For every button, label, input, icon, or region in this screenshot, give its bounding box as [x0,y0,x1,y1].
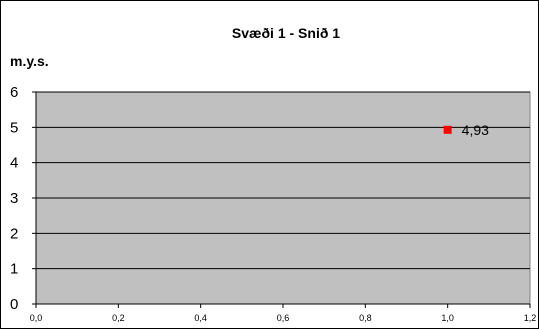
y-axis-label: m.y.s. [10,53,49,69]
y-tick-label-6: 6 [10,84,18,101]
x-tick-label-5: 1,0 [441,313,454,323]
x-tick-label-1: 0,2 [112,313,125,323]
x-tick-label-3: 0,6 [277,313,290,323]
y-tick-label-3: 3 [10,190,18,207]
x-tick-label-6: 1,2 [524,313,537,323]
x-tick-label-0: 0,0 [30,313,43,323]
x-tick-label-2: 0,4 [194,313,207,323]
x-tick-labels: 0,0 0,2 0,4 0,6 0,8 1,0 1,2 [30,313,537,323]
y-tick-label-1: 1 [10,261,18,278]
y-tick-label-5: 5 [10,119,18,136]
y-tick-label-2: 2 [10,225,18,242]
data-points: 4,93 [443,122,489,138]
y-tick-labels: 0 1 2 3 4 5 6 [10,84,18,313]
x-tick-label-4: 0,8 [359,313,372,323]
chart-title: Svæði 1 - Snið 1 [232,25,340,41]
data-point-0-0 [443,125,452,134]
y-tick-label-4: 4 [10,155,18,172]
data-label-0-0: 4,93 [462,122,489,138]
y-tick-label-0: 0 [10,296,18,313]
axes [32,91,531,308]
